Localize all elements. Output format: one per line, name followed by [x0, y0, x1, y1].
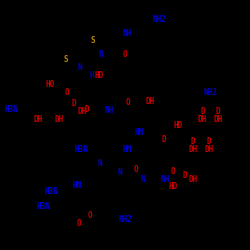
Text: NH: NH	[104, 106, 113, 115]
Text: DH: DH	[204, 145, 214, 154]
Text: DH: DH	[188, 145, 197, 154]
Text: NH: NH	[160, 176, 169, 184]
Text: D: D	[216, 107, 220, 116]
Text: H3N: H3N	[74, 145, 88, 154]
Text: DH: DH	[33, 115, 42, 124]
Text: O: O	[134, 165, 138, 174]
Text: HD: HD	[94, 72, 104, 80]
Text: HO: HO	[46, 80, 55, 89]
Text: D: D	[84, 106, 89, 114]
Text: O: O	[88, 210, 92, 220]
Text: O: O	[170, 167, 175, 176]
Text: H3N: H3N	[5, 106, 18, 114]
Text: NH: NH	[123, 30, 132, 38]
Text: H3N: H3N	[36, 202, 50, 211]
Text: O: O	[122, 50, 127, 59]
Text: NH2: NH2	[118, 215, 132, 224]
Text: N: N	[118, 168, 122, 177]
Text: S: S	[91, 36, 95, 45]
Text: HD: HD	[174, 120, 182, 130]
Text: O: O	[64, 88, 69, 97]
Text: N: N	[99, 50, 103, 59]
Text: H3N: H3N	[45, 187, 59, 196]
Text: NH2: NH2	[203, 88, 217, 97]
Text: D: D	[200, 107, 205, 116]
Text: HN: HN	[135, 128, 144, 137]
Text: S: S	[64, 55, 68, 64]
Text: NH2: NH2	[153, 14, 166, 24]
Text: H: H	[90, 72, 94, 80]
Text: N: N	[97, 159, 102, 168]
Text: DH: DH	[188, 176, 197, 184]
Text: DH: DH	[198, 116, 207, 124]
Text: DH: DH	[54, 115, 63, 124]
Text: N: N	[78, 63, 82, 72]
Text: D: D	[183, 172, 187, 180]
Text: DH: DH	[78, 107, 87, 116]
Text: HN: HN	[72, 182, 81, 190]
Text: D: D	[190, 137, 195, 146]
Text: D: D	[72, 99, 76, 108]
Text: HN: HN	[122, 146, 132, 154]
Text: N: N	[140, 176, 145, 184]
Text: DH: DH	[146, 97, 155, 106]
Text: HD: HD	[168, 182, 177, 191]
Text: O: O	[77, 219, 81, 228]
Text: D: D	[161, 136, 166, 144]
Text: DH: DH	[214, 116, 223, 124]
Text: O: O	[125, 98, 130, 107]
Text: D: D	[207, 137, 211, 146]
